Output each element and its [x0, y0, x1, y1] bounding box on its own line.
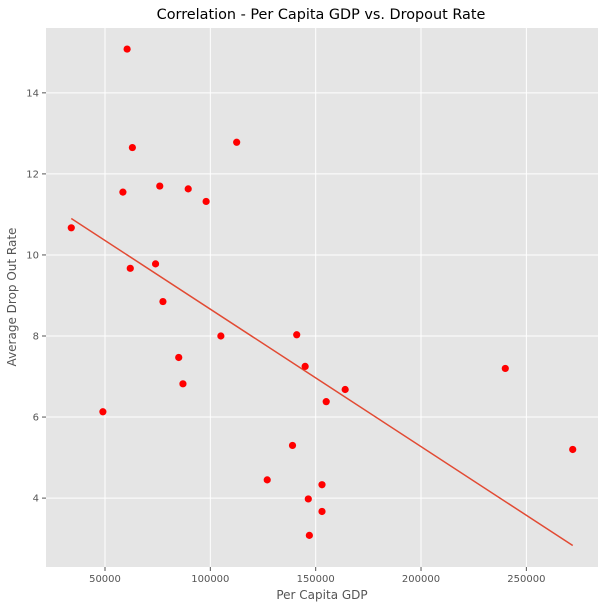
data-point: [217, 332, 225, 340]
trendline-group: [70, 217, 574, 547]
data-point: [179, 380, 187, 388]
data-point: [159, 297, 167, 306]
axis-ticks: 50000 100000 150000 200000 250000 4 6 8 10 12 14: [26, 88, 545, 585]
y-tick-label: 10: [26, 250, 39, 261]
data-point: [175, 353, 183, 362]
grid: [46, 28, 598, 567]
data-point: [156, 182, 164, 190]
data-point: [293, 331, 301, 339]
x-tick-label: 50000: [89, 574, 121, 585]
data-point: [304, 495, 312, 503]
y-tick-label: 12: [26, 169, 39, 180]
data-point: [184, 185, 192, 193]
x-tick-label: 150000: [297, 574, 335, 585]
data-point: [318, 481, 326, 489]
data-point: [263, 476, 271, 484]
y-tick-label: 14: [26, 88, 39, 99]
data-point: [288, 441, 297, 450]
data-point: [318, 507, 326, 516]
x-tick-label: 200000: [402, 574, 440, 585]
y-tick-label: 6: [33, 413, 39, 424]
y-tick-label: 4: [33, 494, 39, 505]
data-point: [126, 264, 134, 272]
data-point: [123, 45, 131, 53]
plot-area: [46, 28, 598, 567]
x-tick-label: 250000: [507, 574, 545, 585]
data-point: [233, 138, 241, 146]
data-point: [119, 188, 127, 196]
data-point: [301, 362, 309, 370]
data-point: [151, 260, 160, 268]
y-axis-label: Average Drop Out Rate: [5, 228, 19, 367]
data-point: [305, 531, 313, 539]
trend-line: [70, 217, 574, 547]
x-tick-label: 100000: [191, 574, 229, 585]
data-point: [128, 143, 136, 152]
data-points: [67, 45, 577, 539]
data-point: [501, 364, 509, 373]
data-point: [99, 408, 107, 416]
x-axis-label: Per Capita GDP: [276, 588, 367, 602]
data-point: [341, 385, 349, 394]
data-point: [569, 445, 577, 454]
data-point: [322, 398, 330, 406]
chart-title: Correlation - Per Capita GDP vs. Dropout…: [157, 7, 486, 23]
data-point: [67, 224, 75, 232]
y-tick-label: 8: [33, 332, 39, 343]
data-point: [202, 197, 210, 206]
